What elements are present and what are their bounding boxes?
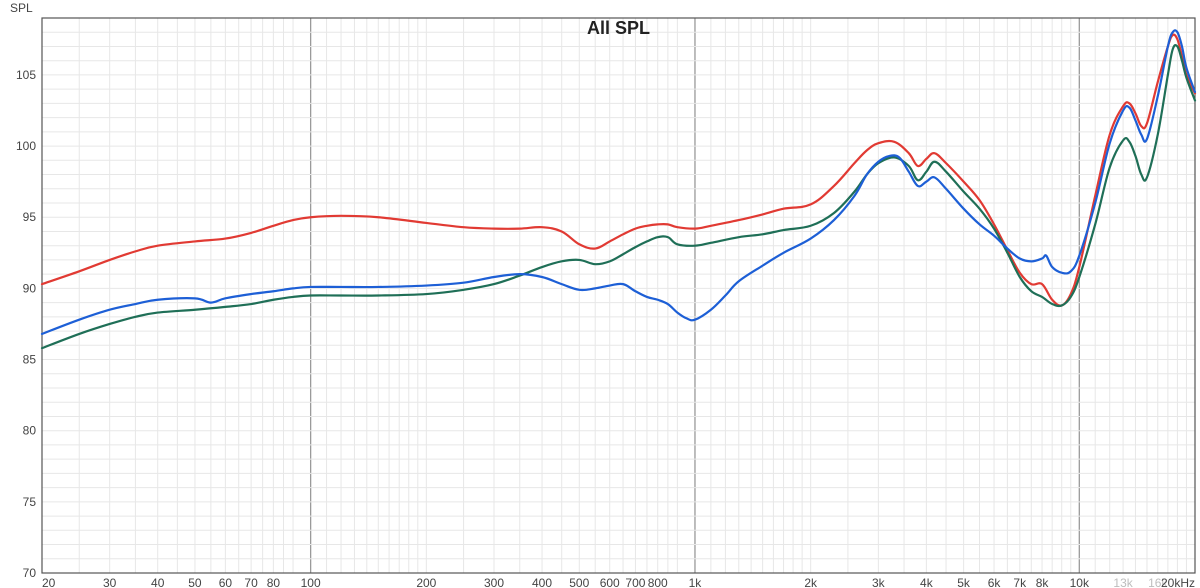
svg-text:80: 80: [23, 424, 37, 438]
svg-text:All SPL: All SPL: [587, 18, 650, 38]
svg-text:300: 300: [484, 576, 504, 588]
svg-text:200: 200: [416, 576, 436, 588]
svg-text:6k: 6k: [988, 576, 1002, 588]
svg-text:70: 70: [244, 576, 258, 588]
svg-text:100: 100: [301, 576, 321, 588]
svg-text:8k: 8k: [1036, 576, 1050, 588]
svg-text:500: 500: [569, 576, 589, 588]
svg-text:80: 80: [267, 576, 281, 588]
svg-text:800: 800: [648, 576, 668, 588]
svg-text:75: 75: [23, 495, 37, 509]
svg-text:40: 40: [151, 576, 165, 588]
svg-text:90: 90: [23, 281, 37, 295]
svg-text:95: 95: [23, 210, 37, 224]
chart-container: { "chart": { "type": "line", "title": "A…: [0, 0, 1200, 588]
svg-text:600: 600: [600, 576, 620, 588]
svg-text:20: 20: [42, 576, 56, 588]
svg-text:85: 85: [23, 353, 37, 367]
svg-text:13k: 13k: [1113, 576, 1133, 588]
svg-text:60: 60: [219, 576, 233, 588]
svg-text:700: 700: [625, 576, 645, 588]
spl-chart: 70 75 80 85 90 95 100 105 SPL 20 30 40 50 60 70 80 100 20…: [0, 0, 1200, 588]
svg-text:2k: 2k: [804, 576, 818, 588]
svg-text:105: 105: [16, 68, 36, 82]
svg-text:7k: 7k: [1013, 576, 1027, 588]
svg-text:3k: 3k: [872, 576, 886, 588]
svg-text:400: 400: [532, 576, 552, 588]
svg-text:5k: 5k: [957, 576, 971, 588]
svg-text:4k: 4k: [920, 576, 934, 588]
svg-text:SPL: SPL: [10, 1, 33, 15]
svg-text:10k: 10k: [1070, 576, 1090, 588]
svg-text:20kHz: 20kHz: [1161, 576, 1195, 588]
svg-text:50: 50: [188, 576, 202, 588]
svg-text:100: 100: [16, 139, 36, 153]
svg-text:70: 70: [23, 566, 37, 580]
svg-text:1k: 1k: [689, 576, 703, 588]
svg-text:30: 30: [103, 576, 117, 588]
